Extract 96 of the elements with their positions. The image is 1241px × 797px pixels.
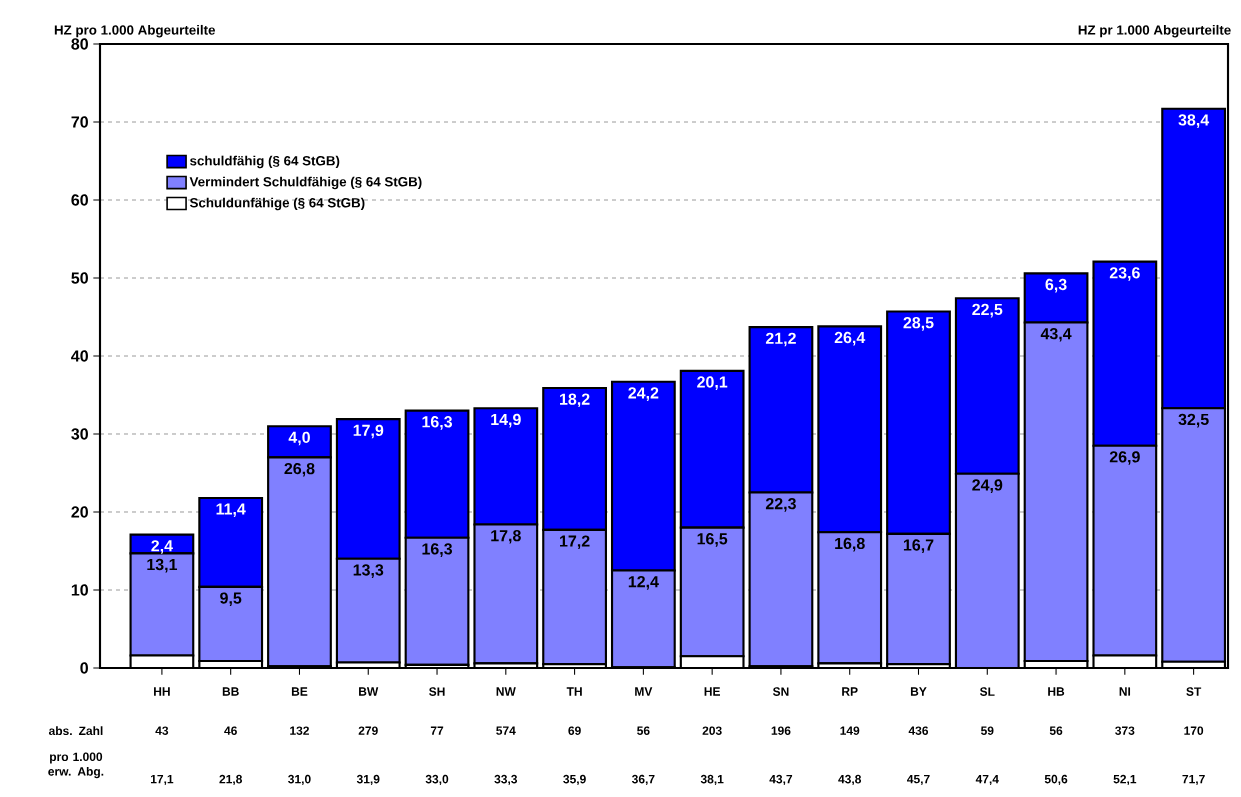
text: 17,1 bbox=[150, 774, 174, 786]
text: 21,8 bbox=[219, 774, 243, 786]
y2-axis-title: HZ pr 1.000 Abgeurteilte bbox=[1078, 24, 1231, 38]
data-label: 16,8 bbox=[835, 537, 865, 552]
data-label: 17,9 bbox=[353, 424, 384, 439]
data-label: 26,9 bbox=[1109, 451, 1140, 465]
data-label: 13,1 bbox=[147, 558, 178, 573]
x-tick-label: ST bbox=[1186, 687, 1202, 696]
text: 47,4 bbox=[975, 774, 999, 786]
text: abs. Zahl bbox=[48, 726, 103, 736]
x-tick-label: SL bbox=[979, 687, 995, 696]
data-label: 22,3 bbox=[765, 498, 796, 512]
text: 373 bbox=[1115, 726, 1135, 735]
x-tick-label: SH bbox=[429, 687, 445, 696]
text: 170 bbox=[1184, 726, 1204, 735]
x-tick-label: HE bbox=[704, 687, 721, 696]
data-label: 38,4 bbox=[1178, 114, 1210, 128]
y-tick-label: 60 bbox=[71, 194, 88, 206]
legend-label: Vermindert Schuldfähige (§ 64 StGB) bbox=[189, 176, 422, 190]
data-label: 18,2 bbox=[560, 393, 590, 408]
data-label: 21,2 bbox=[765, 332, 796, 347]
text: 33,3 bbox=[494, 774, 518, 786]
text: 69 bbox=[568, 726, 581, 735]
data-label: 20,1 bbox=[697, 376, 728, 390]
data-label: 11,4 bbox=[216, 503, 246, 517]
text: pro 1.000 erw. Abg. bbox=[48, 752, 104, 779]
data-label: 6,3 bbox=[1045, 278, 1067, 293]
data-label: 22,5 bbox=[972, 303, 1003, 318]
data-label: 23,6 bbox=[1109, 267, 1140, 281]
x-tick-label: BB bbox=[222, 687, 239, 696]
data-label: 16,5 bbox=[697, 533, 728, 547]
data-label: 13,3 bbox=[353, 564, 384, 578]
y-tick-label: 10 bbox=[71, 584, 88, 596]
text: 52,1 bbox=[1113, 774, 1137, 786]
y-tick-label: 40 bbox=[71, 350, 88, 362]
data-label: 16,7 bbox=[903, 539, 934, 553]
x-tick-label: HB bbox=[1048, 687, 1065, 696]
x-tick-label: BE bbox=[291, 687, 308, 696]
x-tick-label: NW bbox=[496, 687, 516, 696]
legend-label: schuldfähig (§ 64 StGB) bbox=[190, 155, 340, 169]
data-label: 17,2 bbox=[560, 535, 590, 550]
data-label: 4,0 bbox=[288, 431, 310, 446]
x-tick-label: BW bbox=[359, 687, 379, 696]
data-label: 43,4 bbox=[1040, 327, 1072, 342]
text: 196 bbox=[771, 726, 791, 735]
text: 45,7 bbox=[907, 774, 930, 786]
data-label: 32,5 bbox=[1178, 413, 1209, 428]
data-label: 14,9 bbox=[491, 413, 521, 428]
text: 59 bbox=[980, 726, 994, 735]
y-tick-label: 50 bbox=[71, 272, 88, 284]
text: 35,9 bbox=[563, 774, 586, 786]
data-label: 2,4 bbox=[151, 540, 173, 554]
x-tick-label: MV bbox=[635, 687, 653, 696]
y-tick-label: 0 bbox=[80, 662, 88, 674]
text: 149 bbox=[840, 726, 860, 735]
text: 574 bbox=[496, 726, 516, 735]
text: 77 bbox=[430, 726, 444, 735]
text: 46 bbox=[224, 726, 237, 735]
text: 132 bbox=[290, 726, 309, 735]
data-label: 24,9 bbox=[972, 479, 1003, 493]
y-tick-label: 30 bbox=[71, 428, 88, 440]
text: 71,7 bbox=[1182, 774, 1205, 786]
y-tick-label: 20 bbox=[71, 506, 88, 518]
text: 50,6 bbox=[1044, 774, 1068, 786]
text: 56 bbox=[637, 726, 650, 735]
x-tick-label: HH bbox=[154, 687, 170, 696]
text: 436 bbox=[908, 726, 929, 735]
data-label: 24,2 bbox=[628, 387, 659, 401]
text: 43 bbox=[155, 726, 169, 735]
text: 36,7 bbox=[631, 774, 655, 786]
x-tick-label: BY bbox=[910, 687, 927, 696]
data-label: 17,8 bbox=[491, 529, 521, 544]
data-label: 26,4 bbox=[834, 331, 866, 346]
data-label: 26,8 bbox=[284, 462, 315, 477]
text: 33,0 bbox=[425, 774, 449, 786]
x-tick-label: TH bbox=[566, 687, 582, 696]
y-tick-label: 80 bbox=[71, 38, 88, 50]
legend-label: Schuldunfähige (§ 64 StGB) bbox=[189, 197, 365, 211]
data-label: 12,4 bbox=[628, 576, 659, 590]
text: 56 bbox=[1049, 726, 1063, 735]
x-tick-label: SN bbox=[772, 687, 789, 696]
data-label: 9,5 bbox=[220, 592, 242, 607]
text: 43,7 bbox=[769, 774, 793, 786]
x-tick-label: RP bbox=[842, 687, 858, 696]
text: 279 bbox=[358, 726, 378, 735]
data-label: 16,3 bbox=[422, 543, 453, 557]
y-axis-title: HZ pro 1.000 Abgeurteilte bbox=[54, 24, 216, 38]
text: 31,9 bbox=[356, 774, 380, 786]
text: 38,1 bbox=[700, 774, 724, 786]
text: 43,8 bbox=[838, 774, 862, 786]
data-label: 16,3 bbox=[422, 416, 453, 430]
text: 31,0 bbox=[288, 774, 311, 786]
text: 203 bbox=[702, 726, 722, 735]
data-label: 28,5 bbox=[903, 317, 934, 331]
y-tick-label: 70 bbox=[71, 116, 88, 128]
x-tick-label: NI bbox=[1119, 687, 1131, 696]
